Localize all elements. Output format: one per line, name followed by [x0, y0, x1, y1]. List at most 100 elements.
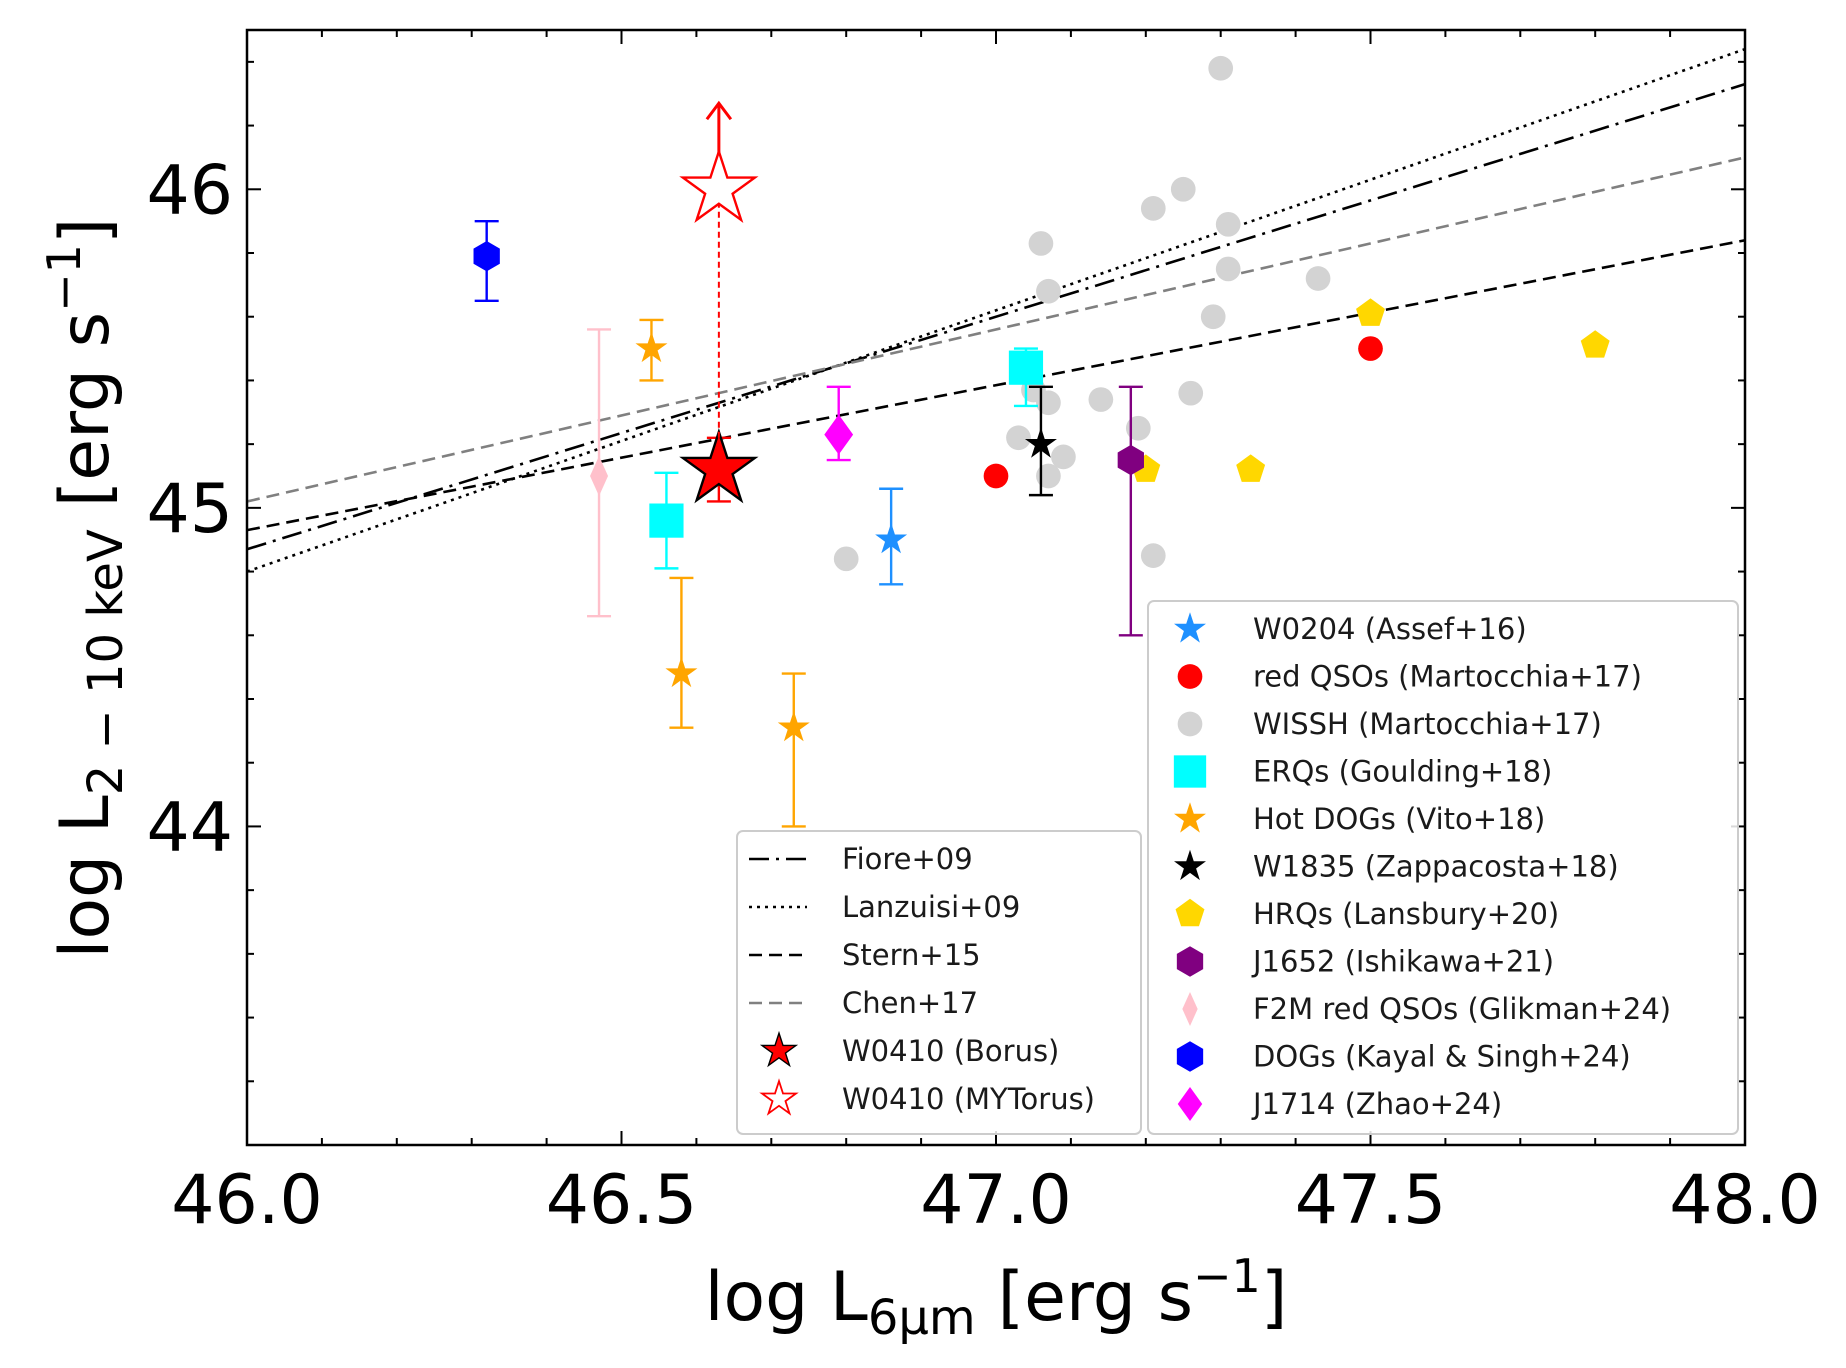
series-red-qsos-martocchia-17: [983, 336, 1383, 489]
x-tick-label: 47.0: [920, 1161, 1071, 1240]
legend-marker-sample: [1176, 946, 1204, 977]
data-point: [649, 503, 684, 538]
data-point: [590, 456, 609, 496]
data-point: [1215, 256, 1241, 282]
series-j1714-zhao-24: [824, 385, 854, 462]
legend-entry-fiore-09: Fiore+09: [749, 842, 973, 876]
legend-entry-f2m-red-qsos-glikman-24: F2M red QSOs (Glikman+24): [1182, 992, 1671, 1026]
data-point: [875, 522, 908, 554]
legend-entry-w0410-borus: W0410 (Borus): [759, 1030, 1059, 1068]
legend-label: ERQs (Goulding+18): [1253, 755, 1552, 789]
data-point: [679, 147, 759, 224]
legend-marker-sample: [1173, 755, 1207, 788]
legend-entry-red-qsos-martocchia-17: red QSOs (Martocchia+17): [1177, 660, 1642, 694]
legend-entry-j1652-ishikawa-21: J1652 (Ishikawa+21): [1176, 945, 1554, 979]
legend-marker-sample: [1177, 711, 1203, 737]
relation-lines: [247, 47, 1745, 573]
x-tick-label: 46.0: [171, 1161, 322, 1240]
data-point: [1356, 298, 1385, 326]
legend-label: Fiore+09: [842, 842, 973, 876]
x-tick-label: 47.5: [1295, 1161, 1446, 1240]
series-wissh-martocchia-17: [833, 55, 1331, 572]
legend-marker-sample: [1174, 802, 1206, 833]
legend-label: Hot DOGs (Vito+18): [1253, 802, 1545, 836]
data-point: [1358, 336, 1383, 361]
legends: Fiore+09 Lanzuisi+09 Stern+15 Chen+17 W0410 …: [736, 600, 1739, 1135]
data-points: [473, 55, 1610, 828]
series-hot-dogs-vito-18: [635, 318, 810, 828]
data-point: [1024, 427, 1057, 458]
legend-label: F2M red QSOs (Glikman+24): [1253, 992, 1671, 1026]
data-point: [1028, 231, 1054, 256]
legend-entry-w0204-assef-16: W0204 (Assef+16): [1174, 612, 1527, 646]
legend-label: W0204 (Assef+16): [1253, 612, 1527, 646]
y-tick-label: 45: [146, 470, 233, 549]
data-point: [833, 546, 859, 572]
data-point: [1088, 387, 1114, 412]
data-point: [1580, 330, 1610, 358]
legend-label: Lanzuisi+09: [842, 890, 1020, 924]
axes: 46.0 46.5 47.0 47.5 48.0 44 45 46: [146, 28, 1821, 1240]
data-point: [635, 331, 668, 363]
legend-label: W1835 (Zappacosta+18): [1253, 850, 1619, 884]
legend-label: HRQs (Lansbury+20): [1253, 897, 1559, 931]
limit-arrow-head: [705, 100, 733, 121]
y-axis-title: log L2 − 10 keV[erg s−1]: [37, 218, 134, 959]
data-point: [665, 656, 698, 688]
y-tick-label: 44: [146, 788, 233, 867]
legend-marker-sample: [759, 1078, 799, 1116]
data-point: [1125, 415, 1151, 441]
legend-marker-sample: [1174, 849, 1206, 881]
legend-label: J1714 (Zhao+24): [1251, 1087, 1502, 1121]
series-w0410-mytorus: [679, 100, 759, 438]
x-tick-label: 48.0: [1669, 1161, 1820, 1240]
legend-marker-sample: [1176, 1041, 1204, 1072]
relation-line-fiore-09: [247, 82, 1745, 551]
legend-label: DOGs (Kayal & Singh+24): [1253, 1040, 1631, 1074]
legend-label: J1652 (Ishikawa+21): [1251, 945, 1554, 979]
data-point: [1008, 350, 1044, 385]
legend-label: Chen+17: [842, 986, 978, 1020]
legend-entry-chen-17: Chen+17: [749, 986, 978, 1020]
legend-entry-hrqs-lansbury-20: HRQs (Lansbury+20): [1175, 897, 1559, 931]
data-point: [1006, 425, 1031, 451]
relation-line-chen-17: [247, 156, 1745, 503]
series-erqs-goulding-18: [649, 347, 1044, 570]
legend-entry-lanzuisi-09: Lanzuisi+09: [749, 890, 1020, 924]
legend-marker-sample: [759, 1030, 799, 1068]
data-point: [1305, 266, 1331, 291]
legend-right-frame: [1147, 600, 1739, 1135]
relation-line-stern-15: [247, 238, 1745, 532]
legend-left-frame: [736, 830, 1142, 1135]
legend-label: W0410 (MYTorus): [842, 1082, 1095, 1116]
data-point: [1036, 463, 1061, 489]
legend-entry-w1835-zappacosta-18: W1835 (Zappacosta+18): [1174, 850, 1619, 884]
data-point: [983, 463, 1009, 489]
legend-left: Fiore+09 Lanzuisi+09 Stern+15 Chen+17 W0410 …: [736, 830, 1142, 1135]
legend-entry-erqs-goulding-18: ERQs (Goulding+18): [1173, 755, 1552, 789]
data-point: [1200, 304, 1226, 330]
data-point: [1036, 278, 1061, 304]
legend-entry-hot-dogs-vito-18: Hot DOGs (Vito+18): [1174, 802, 1545, 836]
legend-marker-sample: [1175, 898, 1205, 927]
data-point: [1051, 444, 1076, 470]
data-point: [1036, 390, 1061, 416]
legend-entry-stern-15: Stern+15: [749, 938, 981, 972]
data-point: [1178, 380, 1204, 406]
legend-entry-dogs-kayal-singh-24: DOGs (Kayal & Singh+24): [1176, 1040, 1631, 1074]
x-tick-label: 46.5: [546, 1161, 697, 1240]
legend-marker-sample: [1174, 612, 1206, 643]
data-point: [1236, 454, 1266, 482]
data-point: [1140, 543, 1166, 568]
series-w0204-assef-16: [875, 487, 908, 586]
axis-titles: log L6μm [erg s−1] log L2 − 10 keV[erg s−…: [37, 218, 1287, 1346]
x-axis-title: log L6μm [erg s−1]: [705, 1249, 1288, 1346]
y-tick-label: 46: [146, 151, 233, 230]
data-point: [1208, 55, 1234, 81]
series-w0410-borus: [679, 427, 759, 504]
data-point: [473, 240, 500, 272]
legend-entry-w0410-mytorus: W0410 (MYTorus): [759, 1078, 1095, 1116]
data-point: [1140, 196, 1166, 221]
legend-marker-sample: [1182, 992, 1198, 1026]
